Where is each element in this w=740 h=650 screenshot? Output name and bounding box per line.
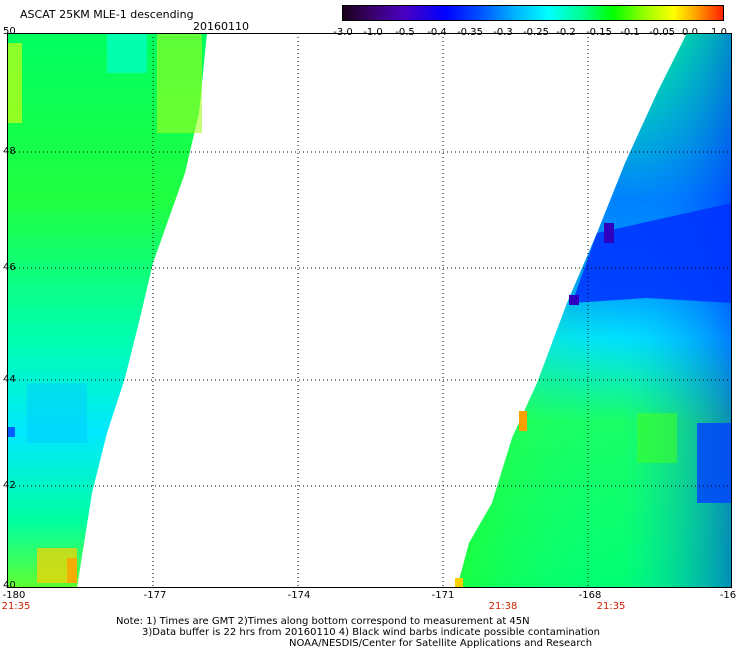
left-swath-patch	[67, 558, 77, 583]
scatterometer-map	[7, 33, 732, 588]
colorbar-tick: 0.0	[682, 27, 698, 38]
colorbar-tick: 1.0	[711, 27, 727, 38]
lat-label: 48	[3, 146, 16, 157]
time-label: 21:38	[488, 601, 518, 612]
colorbar-tick: -0.5	[395, 27, 415, 38]
color-scale-bar	[342, 5, 724, 21]
map-title: ASCAT 25KM MLE-1 descending	[20, 8, 194, 21]
lat-label: 44	[3, 374, 16, 385]
colorbar-tick: -0.05	[649, 27, 675, 38]
map-date: 20160110	[193, 20, 249, 33]
right-swath-patch	[569, 295, 579, 305]
map-frame	[7, 33, 732, 588]
colorbar-tick: -0.15	[586, 27, 612, 38]
right-swath-patch	[637, 413, 677, 463]
time-label: 21:35	[596, 601, 626, 612]
colorbar-tick: -3.0	[333, 27, 353, 38]
lat-label: 40	[3, 580, 16, 591]
colorbar-tick: -0.1	[620, 27, 640, 38]
colorbar-tick: -0.25	[523, 27, 549, 38]
note-line-2: 3)Data buffer is 22 hrs from 20160110 4)…	[142, 627, 600, 638]
left-swath-patch	[7, 43, 22, 123]
lat-label: 50	[3, 26, 16, 37]
lon-label: -16	[719, 590, 737, 601]
right-swath-patch	[604, 223, 614, 243]
colorbar-tick: -1.0	[363, 27, 383, 38]
colorbar-tick: -0.2	[556, 27, 576, 38]
left-swath	[7, 33, 207, 588]
right-swath-patch	[697, 423, 732, 503]
lon-label: -168	[578, 590, 602, 601]
lat-label: 46	[3, 262, 16, 273]
right-swath-shading	[457, 33, 732, 588]
lon-label: -171	[431, 590, 455, 601]
lat-label: 42	[3, 480, 16, 491]
right-swath-patch	[572, 203, 732, 303]
left-swath-patch	[107, 33, 147, 73]
lon-label: -174	[287, 590, 311, 601]
right-swath-patch	[455, 578, 463, 588]
colorbar-tick: -0.3	[493, 27, 513, 38]
colorbar-tick: -0.4	[427, 27, 447, 38]
right-swath-patch	[519, 411, 527, 431]
note-line-3: NOAA/NESDIS/Center for Satellite Applica…	[289, 638, 593, 649]
left-swath-patch	[157, 33, 202, 133]
graticule	[7, 33, 732, 588]
lon-label: -180	[2, 590, 26, 601]
note-line-1: Note: 1) Times are GMT 2)Times along bot…	[116, 616, 530, 627]
left-swath-patch	[27, 383, 87, 443]
time-label: 21:35	[1, 601, 31, 612]
colorbar-tick: -0.35	[457, 27, 483, 38]
left-swath-patch	[7, 427, 15, 437]
lon-label: -177	[143, 590, 167, 601]
